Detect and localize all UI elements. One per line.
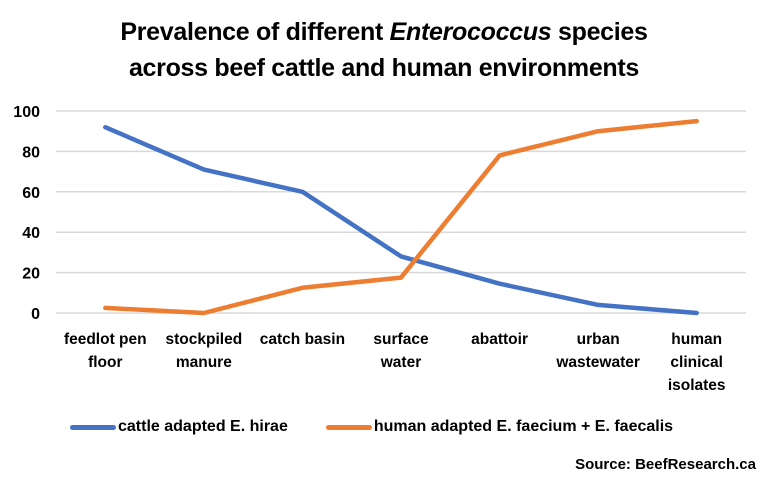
y-tick-label: 0 bbox=[31, 306, 40, 323]
legend-swatch-blue bbox=[70, 424, 116, 430]
legend-label: cattle adapted E. hirae bbox=[118, 418, 288, 435]
y-tick-label: 20 bbox=[22, 266, 40, 283]
chart-title: Prevalence of different Enterococcus spe… bbox=[0, 14, 768, 86]
legend-swatch-orange bbox=[325, 424, 372, 430]
y-tick-label: 80 bbox=[22, 144, 40, 161]
y-axis-ticks: 0 20 40 60 80 100 bbox=[13, 104, 40, 323]
x-tick-label: stockpiled manure bbox=[165, 331, 243, 371]
y-tick-label: 60 bbox=[22, 185, 40, 202]
x-tick-label: abattoir bbox=[471, 331, 528, 348]
x-tick-label: human clinical isolates bbox=[667, 331, 726, 394]
y-tick-label: 100 bbox=[13, 104, 40, 121]
y-tick-label: 40 bbox=[22, 225, 40, 242]
legend: cattle adapted E. hirae human adapted E.… bbox=[70, 418, 711, 436]
legend-item-hirae: cattle adapted E. hirae bbox=[70, 418, 288, 436]
x-tick-label: surface water bbox=[373, 331, 429, 371]
series-line-1 bbox=[103, 118, 699, 316]
title-part: species bbox=[551, 18, 648, 46]
x-tick-label: feedlot pen floor bbox=[63, 331, 147, 371]
gridlines bbox=[56, 110, 746, 314]
title-part: Prevalence of different bbox=[120, 18, 390, 46]
x-tick-label: catch basin bbox=[259, 331, 346, 348]
title-line-2: across beef cattle and human environment… bbox=[128, 54, 640, 82]
title-genus: Enterococcus bbox=[389, 18, 552, 46]
series-lines bbox=[103, 118, 699, 316]
legend-item-faecium-faecalis: human adapted E. faecium + E. faecalis bbox=[325, 418, 674, 436]
series-line-0 bbox=[103, 124, 699, 316]
x-tick-label: urban wastewater bbox=[556, 331, 640, 371]
source-credit: Source: BeefResearch.ca bbox=[575, 456, 756, 473]
legend-label: human adapted E. faecium + E. faecalis bbox=[373, 418, 674, 435]
